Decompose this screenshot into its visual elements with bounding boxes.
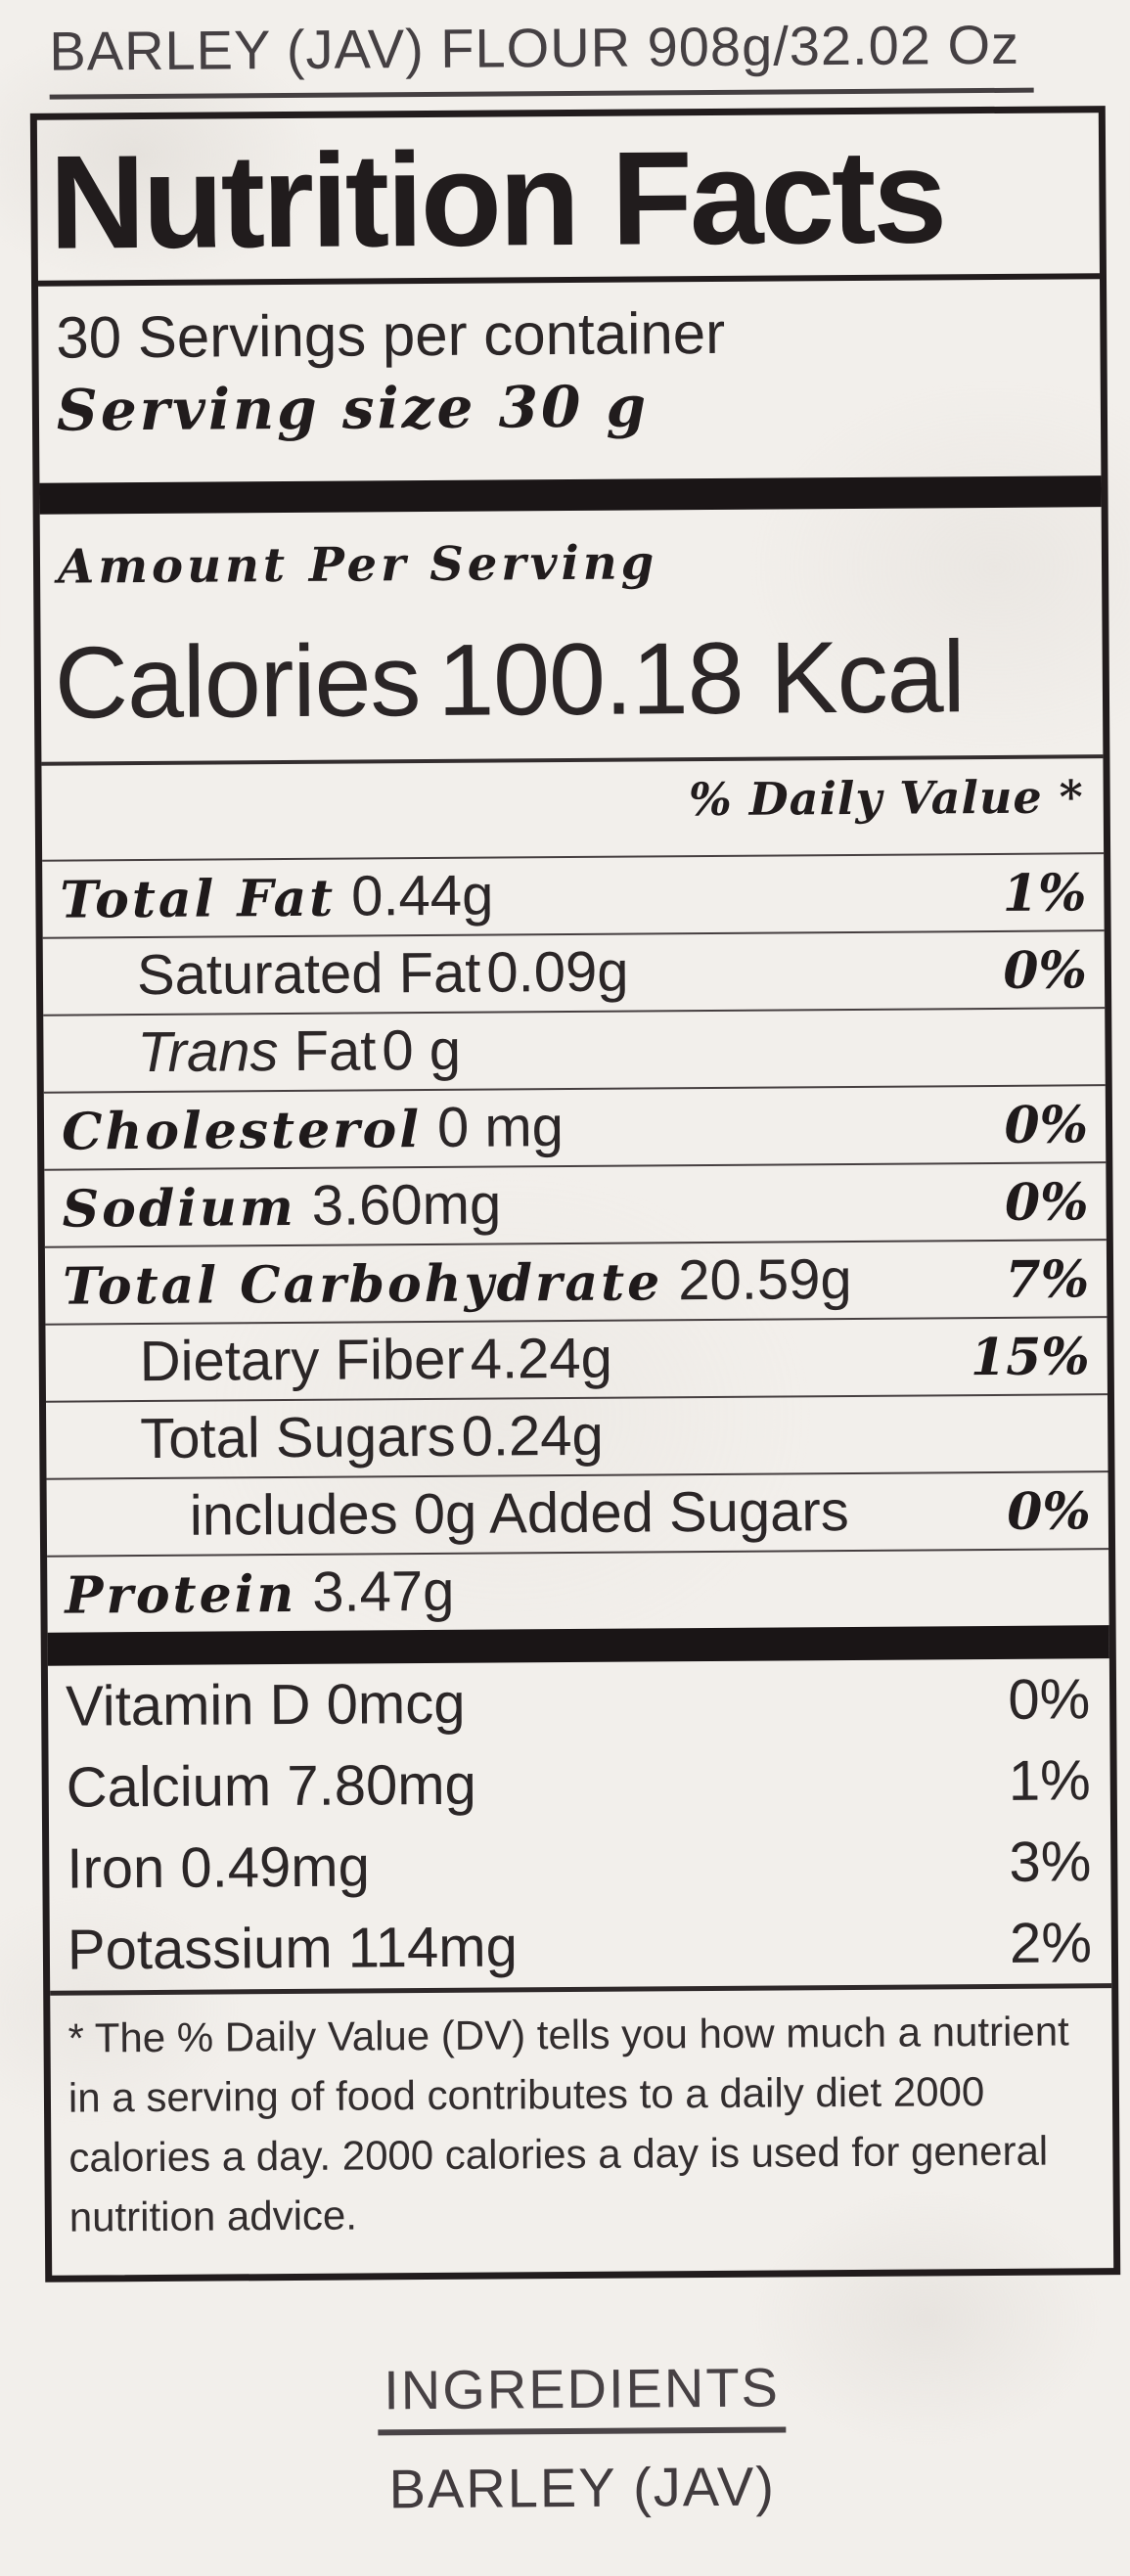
micronutrient-dv: 1% [1008, 1748, 1091, 1814]
nutrient-name: includes 0g Added Sugars [189, 1479, 849, 1549]
nutrient-name: Dietary Fiber [139, 1328, 465, 1394]
micronutrient-name: Vitamin D 0mcg [65, 1672, 466, 1740]
nutrient-name: Total Sugars [140, 1405, 456, 1471]
calories-value: 100.18 Kcal [436, 620, 966, 739]
nutrient-amount: 4.24g [470, 1327, 613, 1392]
nutrition-facts-panel: Nutrition Facts 30 Servings per containe… [29, 106, 1121, 2282]
row-total-carbohydrate: Total Carbohydrate 20.59g 7% [44, 1239, 1107, 1325]
nutrient-amount: 20.59g [677, 1247, 852, 1313]
nutrient-dv: 1% [1002, 863, 1087, 925]
ingredients-section: INGREDIENTS BARLEY (JAV) [17, 2353, 1130, 2523]
row-potassium: Potassium 114mg 2% [50, 1903, 1112, 1992]
nutrition-facts-title: Nutrition Facts [36, 113, 1101, 288]
nutrient-name: Saturated Fat [136, 941, 481, 1008]
product-title: BARLEY (JAV) FLOUR 908g/32.02 Oz [49, 8, 1034, 100]
row-iron: Iron 0.49mg 3% [49, 1822, 1111, 1911]
micronutrient-dv: 0% [1008, 1667, 1091, 1733]
servings-per-container: 30 Servings per container [56, 300, 726, 372]
nutrient-name: Sodium [62, 1178, 297, 1241]
nutrient-amount: 3.60mg [311, 1172, 502, 1239]
micronutrient-dv: 2% [1009, 1911, 1093, 1976]
calories-label: Calories [54, 624, 421, 742]
nutrient-name: Fat [294, 1018, 377, 1084]
micronutrient-dv: 3% [1009, 1830, 1092, 1895]
nutrient-amount [849, 1479, 855, 1543]
serving-size: Serving size 30 g [56, 373, 650, 445]
nutrient-dv: 15% [970, 1327, 1090, 1388]
nutrient-name: Total Carbohydrate [62, 1252, 663, 1318]
daily-value-footnote: * The % Daily Value (DV) tells you how m… [50, 1983, 1114, 2276]
micronutrient-name: Iron 0.49mg [67, 1834, 371, 1902]
row-sodium: Sodium 3.60mg 0% [44, 1161, 1107, 1247]
calories-row: Calories 100.18 Kcal [40, 589, 1104, 767]
nutrient-name-prefix: Trans [137, 1019, 279, 1085]
nutrient-amount: 0.24g [461, 1404, 605, 1469]
label-photo: BARLEY (JAV) FLOUR 908g/32.02 Oz Nutriti… [17, 8, 1130, 2523]
nutrient-amount: 0 mg [436, 1095, 565, 1160]
row-saturated-fat: Saturated Fat0.09g 0% [42, 929, 1106, 1016]
row-protein: Protein 3.47g [47, 1548, 1109, 1634]
nutrient-dv: 0% [1003, 940, 1088, 1002]
nutrient-dv: 0% [1006, 1481, 1092, 1543]
row-vitamin-d: Vitamin D 0mcg 0% [48, 1659, 1110, 1748]
row-trans-fat: Trans Fat0 g [43, 1007, 1106, 1093]
row-cholesterol: Cholesterol 0 mg 0% [43, 1084, 1107, 1170]
nutrient-amount: 3.47g [311, 1559, 455, 1625]
row-added-sugars: includes 0g Added Sugars 0% [46, 1470, 1109, 1557]
micronutrient-name: Potassium 114mg [67, 1915, 519, 1983]
nutrient-dv: 7% [1005, 1249, 1090, 1311]
row-dietary-fiber: Dietary Fiber4.24g 15% [45, 1316, 1107, 1402]
product-title-wrap: BARLEY (JAV) FLOUR 908g/32.02 Oz [49, 8, 1130, 100]
nutrient-dv: 0% [1004, 1095, 1089, 1156]
micronutrient-name: Calcium 7.80mg [66, 1753, 477, 1821]
ingredients-value: BARLEY (JAV) [388, 2455, 777, 2520]
daily-value-header: % Daily Value * [688, 770, 1084, 827]
ingredients-heading: INGREDIENTS [377, 2355, 787, 2436]
nutrient-dv: 0% [1004, 1172, 1089, 1234]
row-total-fat: Total Fat 0.44g 1% [42, 852, 1105, 938]
row-total-sugars: Total Sugars0.24g [45, 1393, 1108, 1479]
row-calcium: Calcium 7.80mg 1% [48, 1740, 1110, 1830]
nutrient-amount: 0.44g [350, 864, 494, 929]
nutrient-amount: 0.09g [486, 940, 629, 1006]
nutrient-name: Total Fat [60, 869, 337, 931]
nutrient-name: Cholesterol [61, 1100, 423, 1163]
nutrient-name: Protein [65, 1564, 297, 1627]
nutrient-amount: 0 g [382, 1018, 462, 1083]
amount-per-serving-label: Amount Per Serving [57, 535, 658, 596]
